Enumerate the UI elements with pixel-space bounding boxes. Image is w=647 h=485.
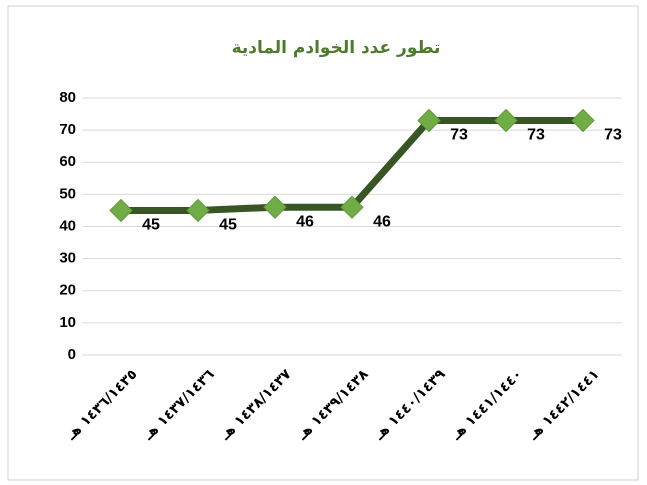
data-label: 45 [219,217,237,234]
marker [109,198,133,223]
y-tick-label: 10 [59,314,76,331]
y-tick-label: 60 [59,153,76,170]
data-label: 46 [373,213,391,230]
marker [494,108,518,133]
y-tick-label: 30 [59,250,76,267]
data-label: 73 [450,127,468,144]
y-tick-label: 20 [59,282,76,299]
marker [417,108,441,133]
data-label: 73 [527,127,545,144]
chart-title: تطور عدد الخوادم المادية [232,38,441,58]
marker [263,195,287,219]
data-label: 46 [296,213,314,230]
y-tick-label: 80 [59,89,76,106]
marker [186,198,210,223]
y-tick-label: 70 [59,121,76,138]
y-tick-label: 50 [59,185,76,202]
y-tick-label: 0 [68,346,76,363]
data-label: 73 [604,127,622,144]
marker [571,108,595,133]
marker [340,195,364,219]
data-label: 45 [142,217,160,234]
chart-border [7,5,639,481]
y-tick-label: 40 [59,217,76,234]
